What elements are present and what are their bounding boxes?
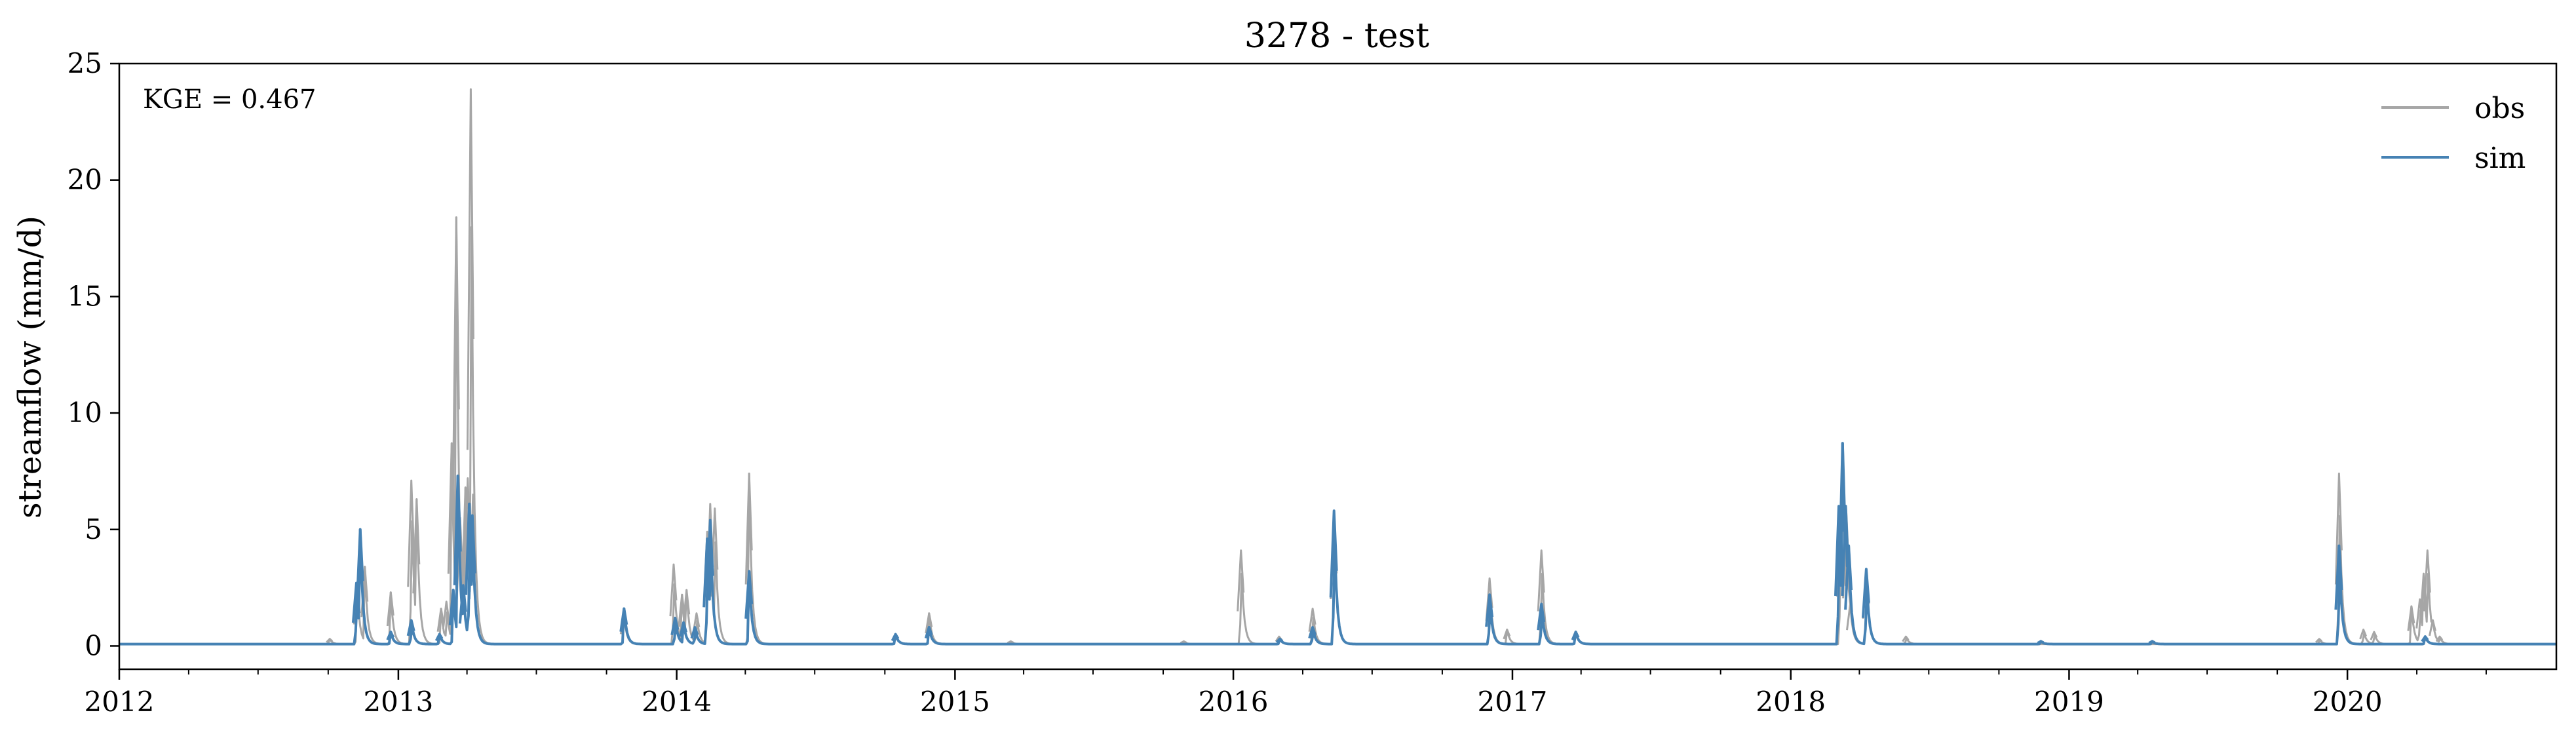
- y-tick-label: 5: [85, 513, 102, 545]
- data-point-obs: [2429, 619, 2436, 636]
- data-point-obs: [1902, 635, 1910, 642]
- data-point-sim: [467, 514, 476, 600]
- data-point-sim: [2037, 640, 2045, 644]
- data-point-sim: [891, 633, 900, 642]
- data-point-obs: [2315, 638, 2323, 643]
- data-point-sim: [2148, 640, 2156, 644]
- data-point-sim: [1861, 568, 1870, 618]
- x-tick-label: 2013: [363, 686, 433, 718]
- y-axis-label: streamflow (mm/d): [12, 216, 48, 518]
- data-point-sim: [453, 475, 462, 585]
- data-point-obs: [466, 88, 474, 450]
- data-point-obs: [925, 612, 933, 634]
- data-point-obs: [1237, 549, 1245, 612]
- series-line-obs: [119, 216, 2556, 646]
- data-point-sim: [670, 616, 680, 636]
- data-point-sim: [924, 626, 933, 639]
- data-point-sim: [434, 633, 444, 642]
- x-tick-label: 2020: [2313, 686, 2383, 718]
- data-point-sim: [705, 518, 714, 601]
- data-point-obs: [447, 442, 455, 574]
- x-tick-label: 2014: [642, 686, 712, 718]
- x-tick-label: 2018: [1756, 686, 1826, 718]
- kge-annotation: KGE = 0.467: [143, 85, 317, 115]
- chart-title: 3278 - test: [1244, 16, 1429, 56]
- x-axis: 2012 2013 2014 2015 2016 2017 2018 2019 2020: [85, 669, 2487, 718]
- data-point-obs: [744, 473, 753, 585]
- data-point-obs: [386, 591, 394, 627]
- data-point-obs: [1537, 549, 1545, 612]
- y-tick-label: 25: [67, 47, 102, 79]
- data-point-sim: [619, 607, 628, 632]
- data-point-obs: [412, 498, 421, 594]
- data-point-obs: [2359, 629, 2367, 640]
- data-point-obs: [2423, 549, 2431, 612]
- data-point-sim: [448, 589, 457, 625]
- data-point-sim: [2334, 544, 2343, 610]
- data-point-obs: [326, 638, 334, 643]
- data-point-sim: [2421, 635, 2429, 642]
- data-point-sim: [386, 631, 395, 640]
- data-point-obs: [1503, 629, 1511, 640]
- data-point-sim: [458, 584, 467, 624]
- data-point-obs: [669, 563, 678, 617]
- x-tick-label: 2017: [1478, 686, 1548, 718]
- x-tick-label: 2015: [920, 686, 990, 718]
- data-point-sim: [1275, 637, 1284, 644]
- series-layer: [119, 88, 2556, 646]
- data-point-obs: [436, 608, 445, 632]
- y-tick-label: 20: [67, 164, 102, 196]
- data-point-obs: [682, 589, 691, 625]
- y-tick-label: 15: [67, 280, 102, 312]
- data-point-obs: [1007, 640, 1014, 644]
- data-point-obs: [1180, 640, 1187, 644]
- data-point-sim: [1308, 626, 1317, 639]
- data-point-sim: [744, 570, 754, 619]
- data-point-obs: [442, 600, 450, 630]
- x-tick-label: 2016: [1199, 686, 1269, 718]
- data-point-obs: [2407, 605, 2415, 631]
- legend: obs sim: [2381, 92, 2526, 175]
- data-point-sim: [679, 621, 688, 637]
- x-tick-label: 2019: [2034, 686, 2104, 718]
- legend-obs-label: obs: [2474, 92, 2525, 125]
- data-point-sim: [1844, 544, 1853, 610]
- data-point-obs: [2334, 473, 2343, 585]
- data-point-obs: [1308, 608, 1317, 632]
- data-point-obs: [2370, 631, 2378, 640]
- data-point-obs: [452, 216, 460, 495]
- plot-frame: [118, 62, 2558, 671]
- data-point-sim: [1485, 593, 1494, 627]
- data-point-sim: [406, 619, 415, 636]
- data-point-sim: [1329, 509, 1338, 598]
- y-tick-label: 0: [85, 629, 102, 661]
- data-point-sim: [690, 626, 699, 639]
- data-point-sim: [1837, 442, 1847, 574]
- data-point-obs: [2435, 635, 2444, 642]
- x-tick-label: 2012: [85, 686, 155, 718]
- data-point-sim: [355, 528, 364, 604]
- data-point-sim: [1571, 631, 1580, 640]
- series-line-sim: [119, 442, 2556, 646]
- data-point-sim: [1537, 602, 1546, 631]
- legend-sim-label: sim: [2474, 142, 2526, 175]
- y-axis: 0 5 10 15 20 25: [67, 47, 119, 661]
- y-tick-label: 10: [67, 397, 102, 429]
- data-point-obs: [407, 479, 415, 587]
